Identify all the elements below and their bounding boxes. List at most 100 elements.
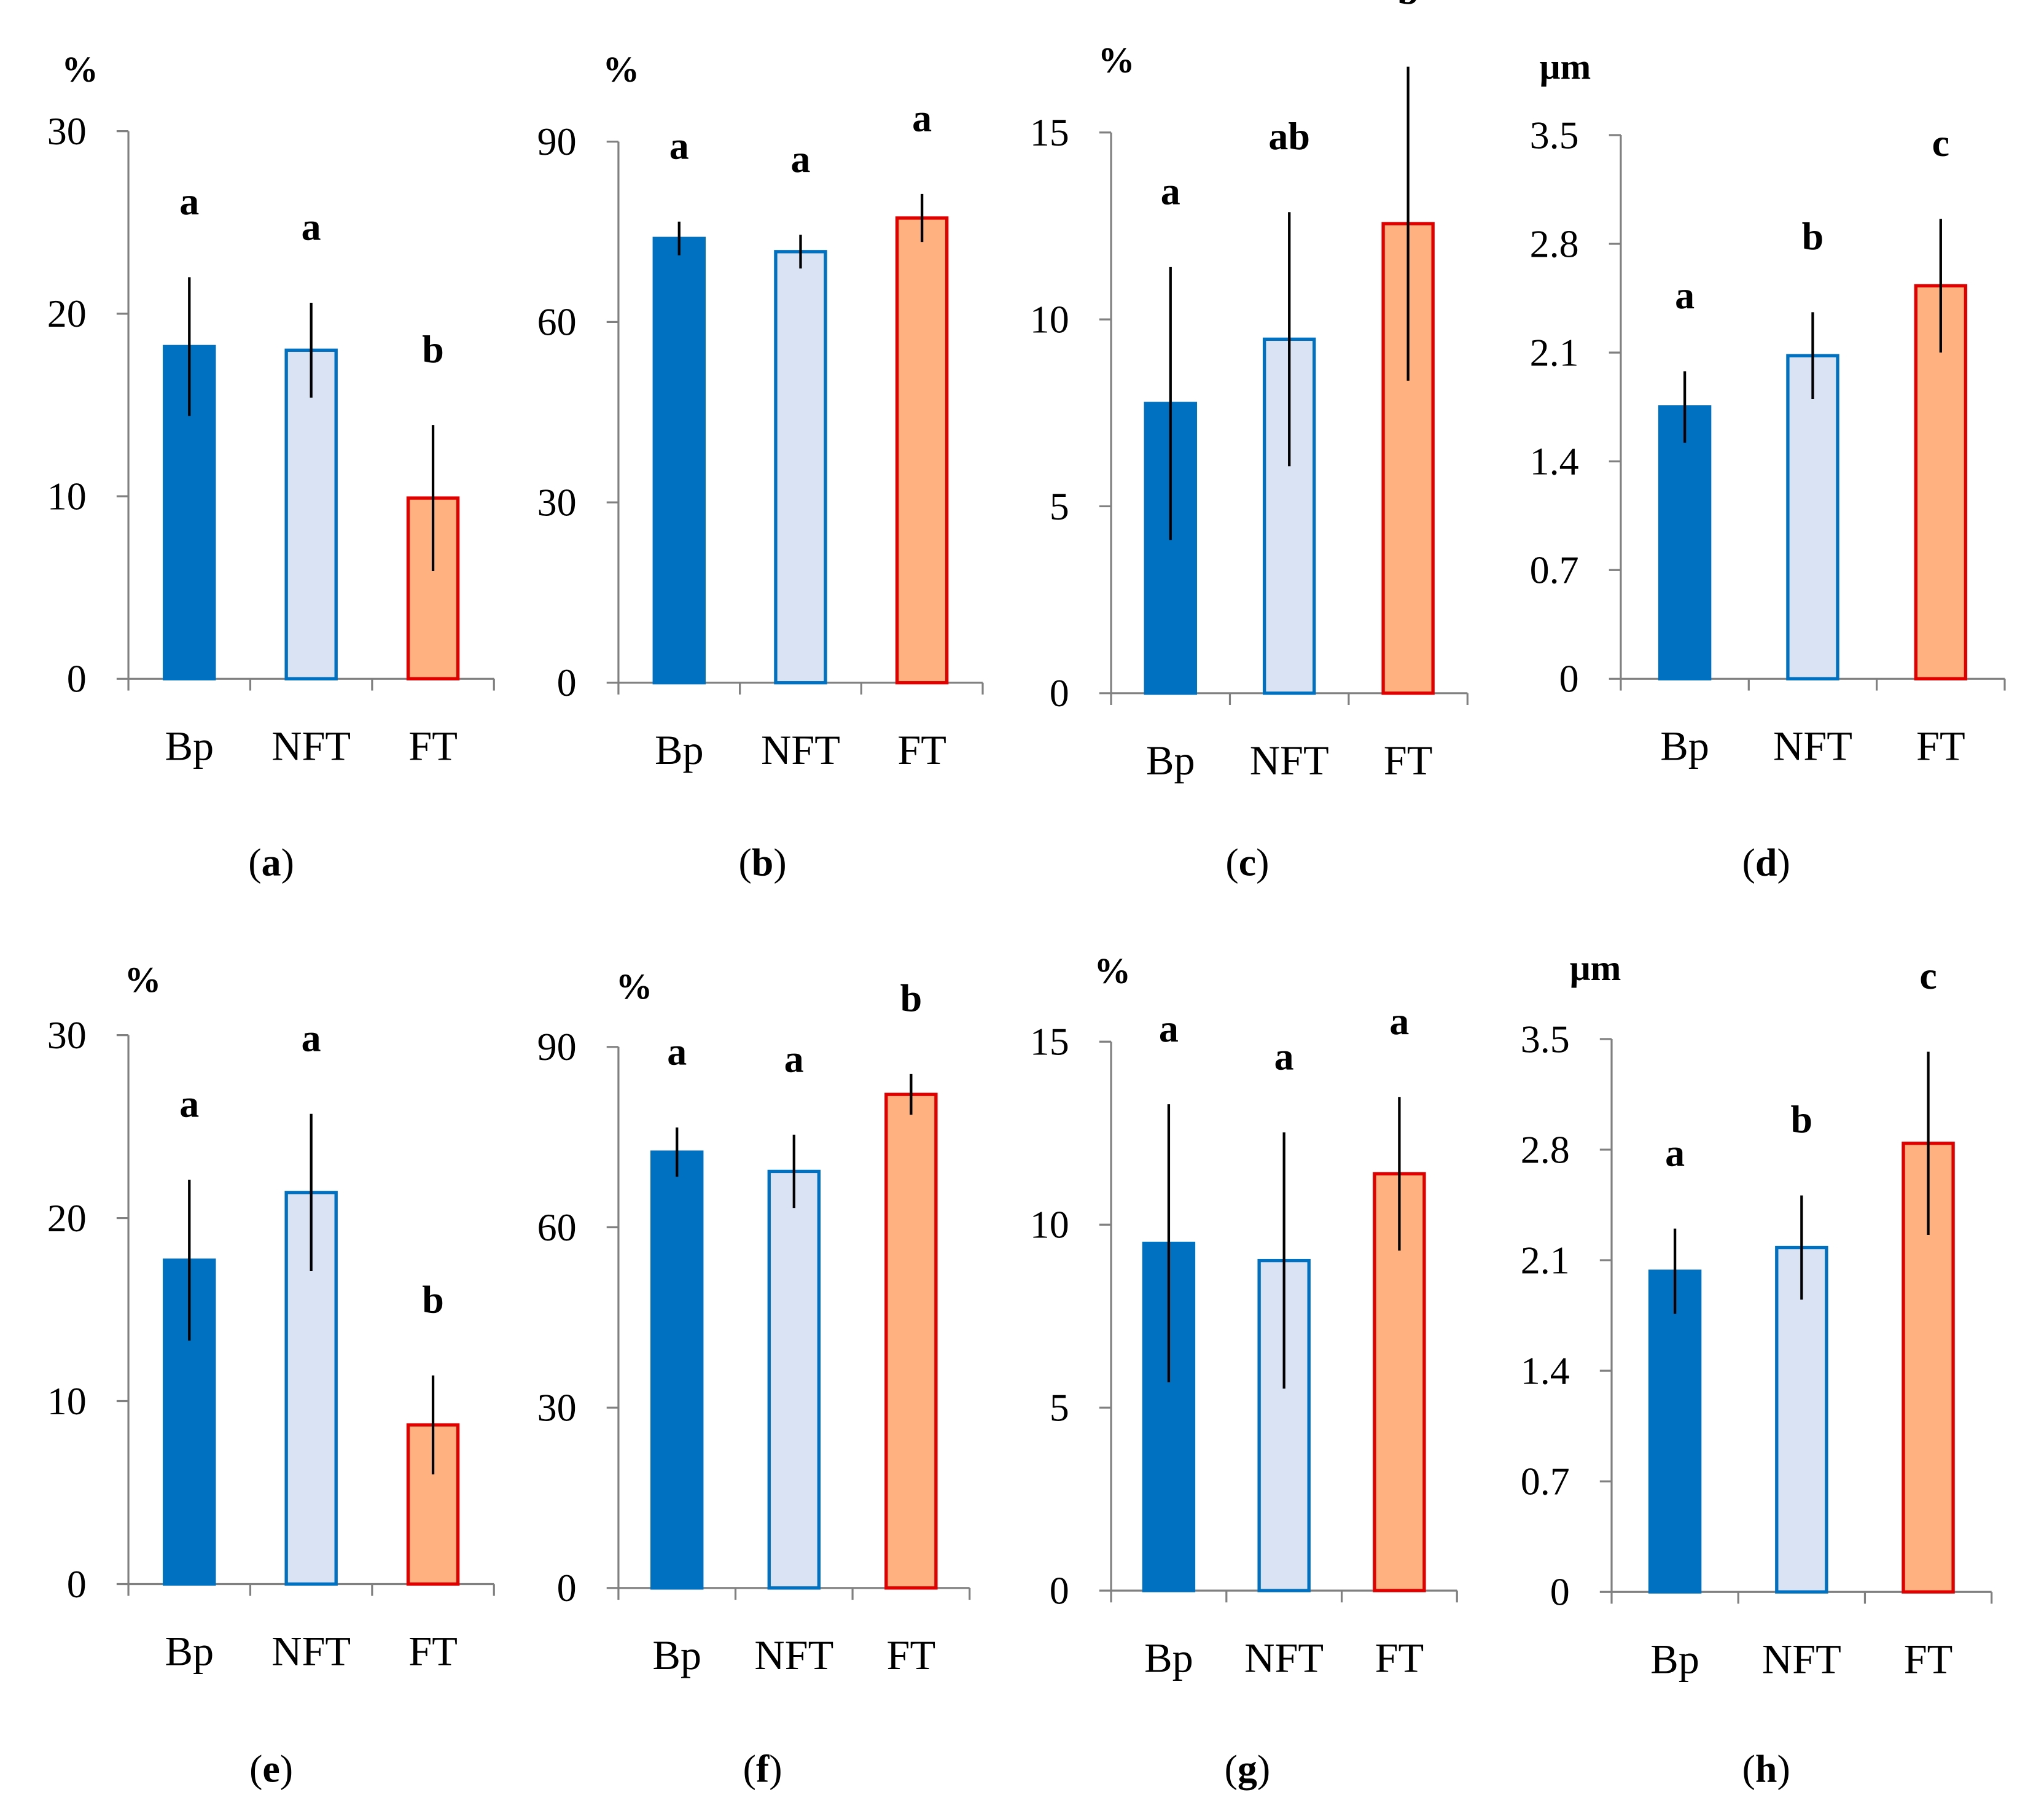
y-tick-label: 0.7 [1521,1460,1570,1503]
x-tick-label: Bp [165,723,214,769]
significance-letter: a [302,1016,321,1059]
panel-label: (b) [738,840,786,884]
panel-label-close: ) [1777,1747,1790,1791]
x-tick-label: FT [408,723,458,769]
significance-letter: a [669,123,689,167]
unit-label: % [61,49,98,90]
y-tick-label: 60 [537,300,577,344]
unit-label: % [616,966,653,1007]
panel-label-close: ) [769,1747,782,1791]
y-tick-label: 0 [67,657,87,701]
panel-letter: f [756,1747,770,1791]
significance-letter: b [1802,214,1824,258]
significance-letter: b [422,327,444,371]
significance-letter: a [179,1082,199,1126]
y-tick-label: 15 [1030,111,1069,154]
bar-ft [895,216,949,685]
y-tick-label: 5 [1050,1386,1069,1430]
panel-letter: e [262,1747,279,1791]
bar-nft [1257,1258,1311,1592]
panel-letter: d [1755,840,1777,884]
x-tick-label: Bp [1146,737,1195,784]
y-tick-label: 30 [537,1386,577,1430]
panel-letter: c [1239,840,1256,884]
bar-bp [652,236,706,685]
y-tick-label: 0 [1050,671,1069,715]
panel-label-close: ) [1256,840,1269,884]
panel-c: 0 5 10 15% a Bp ab NFT b FT (c) [1030,0,1469,884]
significance-letter: a [790,137,810,181]
panel-label-close: ) [280,1747,293,1791]
panel-b: 0 30 60 90% a Bp a NFT a FT (b) [537,49,984,884]
x-tick-label: FT [897,726,946,773]
y-tick-label: 20 [47,1196,87,1240]
panel-label-open: ( [1225,1747,1238,1791]
y-tick-label: 30 [47,1013,87,1057]
bar-bp [1658,405,1712,680]
panel-f: 0 30 60 90% a Bp a NFT b FT (f) [537,966,971,1791]
panel-letter: b [752,840,774,884]
x-tick-label: Bp [1650,1636,1699,1683]
y-tick-label: 15 [1030,1020,1069,1064]
y-tick-label: 1.4 [1530,440,1579,483]
significance-letter: a [1675,273,1695,317]
panel-label: (g) [1225,1747,1271,1791]
bar-bp [650,1150,704,1590]
x-tick-label: Bp [655,726,704,773]
bar-nft [1775,1245,1828,1594]
significance-letter: a [667,1030,687,1073]
significance-letter: a [784,1037,804,1080]
x-tick-label: Bp [165,1628,214,1675]
y-tick-label: 20 [47,292,87,335]
significance-letter: a [1665,1131,1685,1174]
x-tick-label: FT [1375,1634,1424,1681]
bar-ft [1914,284,1968,680]
x-tick-label: Bp [652,1632,701,1678]
y-tick-label: 10 [47,1379,87,1423]
y-tick-label: 0.7 [1530,548,1579,592]
y-tick-label: 2.1 [1521,1238,1570,1282]
y-tick-label: 30 [47,109,87,153]
panel-letter: g [1238,1747,1257,1791]
panel-d: 0 0.7 1.4 2.1 2.8 3.5 μm a Bp b NFT c FT (d) [1530,46,2006,884]
y-tick-label: 0 [67,1562,87,1606]
panel-label: (c) [1225,840,1269,884]
y-tick-label: 10 [47,474,87,518]
significance-letter: c [1919,954,1937,997]
x-tick-label: NFT [271,723,351,769]
significance-letter: b [1397,0,1419,12]
x-tick-label: NFT [1250,737,1329,784]
y-tick-label: 5 [1050,485,1069,528]
unit-label: % [603,49,639,90]
panel-e: 0 10 20 30% a Bp a NFT b FT (e) [47,959,495,1791]
y-tick-label: 90 [537,1025,577,1069]
panel-label: (f) [743,1747,782,1791]
panel-label: (d) [1742,840,1790,884]
bar-nft [1786,354,1839,680]
panel-label: (h) [1742,1747,1790,1791]
significance-letter: a [1274,1035,1294,1078]
panel-label-open: ( [1225,840,1238,884]
panel-label-open: ( [1742,840,1755,884]
panel-letter: h [1755,1747,1777,1791]
panel-label: (e) [249,1747,293,1791]
panel-g: 0 5 10 15% a Bp a NFT a FT (g) [1030,950,1458,1791]
unit-label: μm [1570,948,1621,988]
significance-letter: b [1791,1097,1813,1141]
bar-nft [284,348,338,681]
y-tick-label: 1.4 [1521,1349,1570,1392]
x-tick-label: FT [1384,737,1433,784]
y-tick-label: 2.8 [1521,1127,1570,1171]
y-tick-label: 30 [537,480,577,524]
y-tick-label: 0 [557,1566,577,1610]
y-tick-label: 2.1 [1530,330,1579,374]
significance-letter: a [1159,1007,1179,1050]
panel-label: (a) [248,840,294,884]
x-tick-label: FT [408,1628,458,1675]
x-tick-label: NFT [271,1628,351,1675]
panel-label-close: ) [773,840,786,884]
bar-ft [884,1092,938,1590]
significance-letter: a [1389,999,1409,1043]
panel-label-close: ) [1257,1747,1270,1791]
